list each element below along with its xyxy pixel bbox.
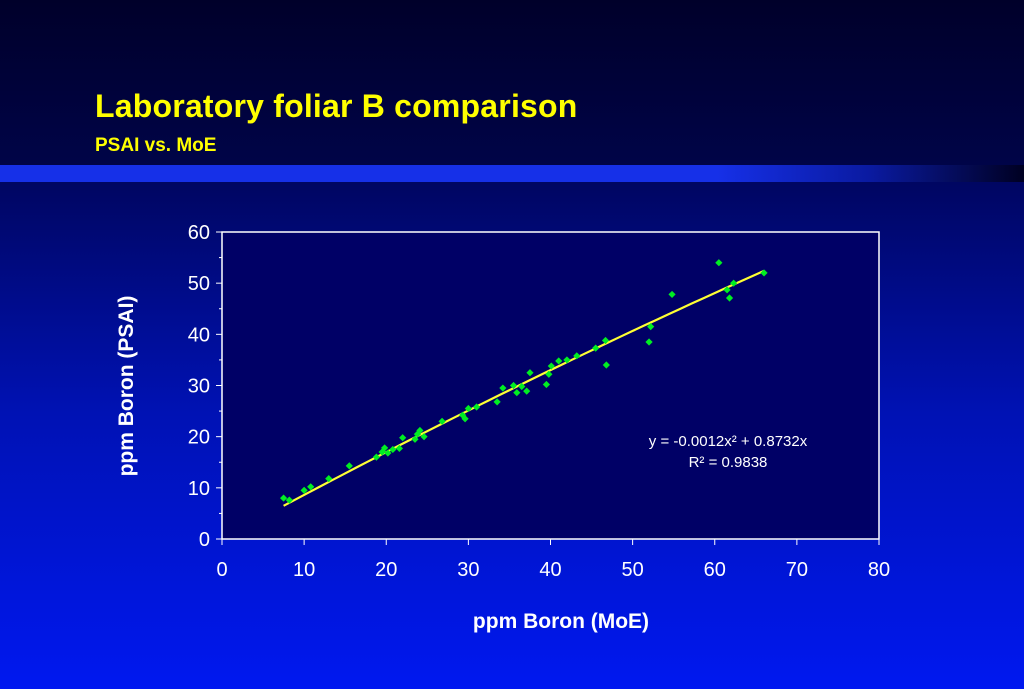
data-point bbox=[509, 381, 518, 390]
x-axis: 0 10 20 30 40 50 60 70 80 bbox=[216, 539, 890, 581]
data-point bbox=[518, 382, 526, 391]
data-point bbox=[573, 352, 581, 360]
y-tick-label: 50 bbox=[188, 273, 210, 295]
data-point bbox=[493, 398, 501, 406]
data-point bbox=[438, 417, 446, 425]
data-point bbox=[300, 486, 308, 494]
x-tick-label: 50 bbox=[622, 559, 644, 581]
data-point bbox=[420, 433, 428, 441]
x-tick-label: 70 bbox=[786, 559, 808, 581]
y-tick-label: 10 bbox=[188, 478, 210, 500]
data-point bbox=[464, 404, 472, 413]
x-tick-label: 80 bbox=[868, 559, 890, 581]
data-point bbox=[725, 294, 734, 302]
y-tick-label: 60 bbox=[188, 222, 210, 244]
data-point bbox=[389, 445, 397, 454]
y-tick-label: 20 bbox=[188, 427, 210, 449]
data-point bbox=[715, 259, 723, 267]
y-tick-label: 0 bbox=[199, 529, 210, 551]
x-tick-label: 30 bbox=[457, 559, 479, 581]
slide-subtitle: PSAI vs. MoE bbox=[95, 135, 217, 156]
data-point bbox=[723, 286, 731, 294]
data-point bbox=[499, 384, 507, 392]
data-point bbox=[279, 494, 288, 502]
y-axis-title: ppm Boron (PSAI) bbox=[115, 296, 138, 477]
x-tick-label: 20 bbox=[375, 559, 397, 581]
data-point bbox=[592, 344, 600, 352]
data-point bbox=[555, 357, 563, 365]
header-accent-bar bbox=[0, 165, 1024, 182]
data-point bbox=[547, 362, 555, 370]
trendline bbox=[283, 269, 765, 507]
data-point bbox=[545, 370, 553, 378]
data-point bbox=[285, 496, 293, 504]
y-axis: 0 10 20 30 40 50 60 bbox=[188, 222, 222, 551]
x-tick-label: 40 bbox=[539, 559, 561, 581]
data-point bbox=[381, 444, 389, 452]
data-point bbox=[459, 411, 467, 419]
x-tick-label: 60 bbox=[704, 559, 726, 581]
data-point bbox=[523, 387, 531, 395]
data-point bbox=[325, 475, 333, 483]
data-point bbox=[563, 356, 571, 364]
data-point bbox=[472, 403, 481, 411]
header-band bbox=[0, 0, 1024, 165]
x-tick-label: 0 bbox=[216, 559, 227, 581]
slide-title: Laboratory foliar B comparison bbox=[95, 88, 578, 124]
data-point bbox=[411, 435, 419, 443]
data-point bbox=[372, 453, 380, 461]
data-point bbox=[601, 336, 610, 345]
data-point bbox=[416, 426, 424, 435]
data-point bbox=[668, 290, 676, 299]
data-points bbox=[279, 259, 768, 504]
data-point bbox=[513, 389, 521, 397]
trendline-equation: y = -0.0012x² + 0.8732x bbox=[649, 433, 808, 450]
data-point bbox=[542, 380, 550, 389]
x-tick-label: 10 bbox=[293, 559, 315, 581]
y-tick-label: 30 bbox=[188, 376, 210, 398]
data-point bbox=[307, 483, 315, 491]
plot-area bbox=[221, 231, 880, 540]
data-point bbox=[645, 338, 653, 346]
data-point bbox=[730, 279, 738, 287]
data-point bbox=[461, 415, 469, 423]
data-point bbox=[602, 361, 610, 369]
data-point bbox=[399, 434, 407, 442]
y-tick-label: 40 bbox=[188, 324, 210, 346]
data-point bbox=[760, 269, 768, 277]
data-point bbox=[526, 369, 534, 377]
data-point bbox=[395, 444, 403, 453]
data-point bbox=[647, 323, 655, 331]
trendline-r-squared: R² = 0.9838 bbox=[689, 454, 768, 471]
data-point bbox=[345, 462, 353, 470]
x-axis-title: ppm Boron (MoE) bbox=[473, 610, 649, 633]
data-point bbox=[384, 449, 392, 457]
